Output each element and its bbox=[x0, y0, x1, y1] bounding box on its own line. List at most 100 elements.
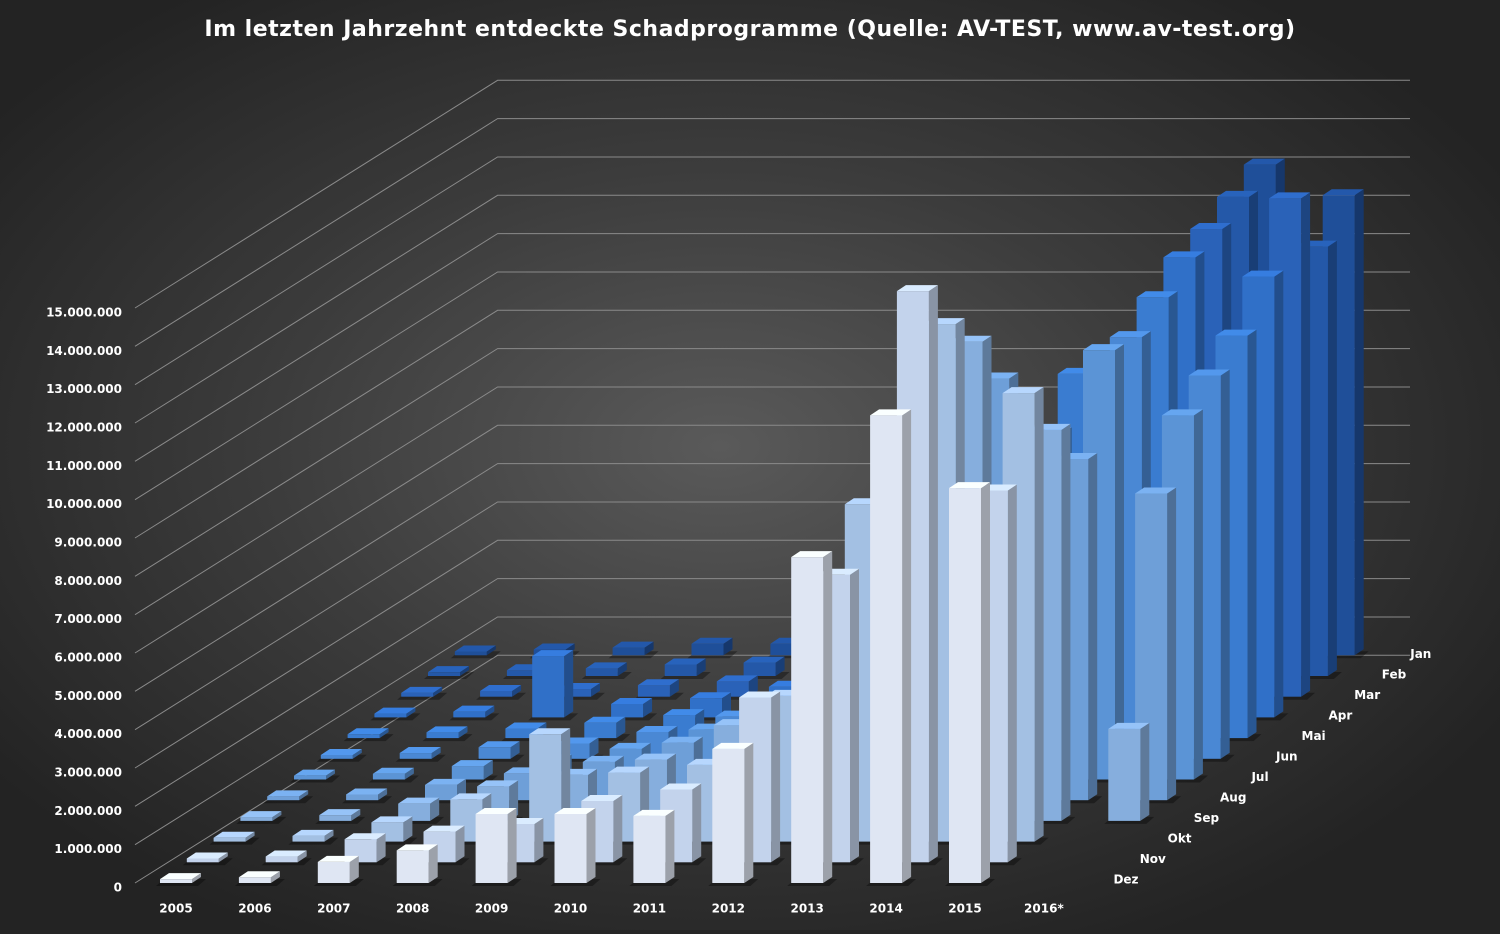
x-tick-label: 2014 bbox=[869, 902, 902, 916]
bar-side bbox=[192, 873, 201, 883]
y-tick-label: 11.000.000 bbox=[46, 459, 122, 473]
bar-top bbox=[533, 643, 575, 650]
bar-side bbox=[771, 691, 781, 863]
bar-top bbox=[637, 679, 679, 686]
bar-top bbox=[240, 811, 282, 818]
bar-side bbox=[460, 666, 469, 676]
y-tick-label: 9.000.000 bbox=[54, 536, 122, 550]
y-tick-label: 5.000.000 bbox=[54, 689, 122, 703]
bar-top bbox=[608, 766, 650, 773]
bar bbox=[372, 773, 405, 780]
y-tick-label: 15.000.000 bbox=[46, 306, 122, 320]
bar-side bbox=[564, 650, 574, 718]
bar-side bbox=[1167, 487, 1177, 801]
bar-top bbox=[691, 637, 733, 644]
bar-side bbox=[326, 769, 335, 780]
bar-top bbox=[454, 645, 496, 652]
bar bbox=[320, 754, 353, 759]
bar bbox=[478, 747, 511, 759]
bar-side bbox=[1115, 344, 1124, 780]
bar bbox=[317, 861, 350, 883]
bar-top bbox=[453, 705, 495, 712]
bar-top bbox=[716, 675, 758, 682]
bar-top bbox=[612, 641, 654, 648]
bar-side bbox=[981, 482, 990, 883]
bar-top bbox=[634, 753, 676, 760]
bar-side bbox=[433, 686, 443, 697]
bar bbox=[213, 837, 246, 842]
bar bbox=[554, 814, 587, 883]
bar bbox=[454, 651, 487, 656]
bar-side bbox=[1220, 369, 1230, 759]
series-label: Jun bbox=[1275, 750, 1298, 764]
bar bbox=[292, 835, 325, 842]
bar-side bbox=[696, 658, 706, 676]
bar bbox=[949, 488, 981, 883]
bar bbox=[238, 877, 271, 883]
bar-top bbox=[636, 725, 678, 732]
bar-top bbox=[611, 697, 653, 704]
bar-top bbox=[661, 736, 703, 743]
bar-side bbox=[775, 656, 785, 676]
bar bbox=[399, 753, 432, 759]
bar-side bbox=[902, 409, 912, 883]
bar bbox=[186, 858, 219, 863]
bar-top bbox=[532, 650, 574, 657]
bar bbox=[585, 668, 618, 676]
bar-side bbox=[352, 748, 362, 759]
y-tick-label: 2.000.000 bbox=[54, 804, 122, 818]
bar bbox=[584, 722, 617, 739]
grid-line bbox=[134, 233, 1410, 462]
series-label: Mar bbox=[1354, 688, 1380, 702]
bar-top bbox=[423, 825, 465, 832]
bar-top bbox=[1269, 192, 1311, 199]
bar-top bbox=[213, 831, 255, 838]
y-tick-label: 7.000.000 bbox=[54, 612, 122, 626]
bar-top bbox=[690, 692, 731, 699]
bar-side bbox=[431, 747, 441, 759]
x-tick-label: 2015 bbox=[948, 902, 981, 916]
bar-side bbox=[379, 728, 389, 739]
bar-top bbox=[1108, 722, 1150, 729]
bar-top bbox=[371, 816, 413, 823]
x-tick-label: 2016* bbox=[1024, 902, 1064, 916]
bar bbox=[637, 685, 670, 697]
series-label: Jul bbox=[1250, 770, 1268, 784]
x-tick-label: 2005 bbox=[159, 902, 192, 916]
grid-line bbox=[134, 194, 1410, 424]
bar-top bbox=[1322, 189, 1364, 196]
bar-side bbox=[1354, 189, 1364, 656]
bar-top bbox=[374, 707, 416, 714]
x-tick-label: 2011 bbox=[633, 902, 666, 916]
bar-top bbox=[401, 686, 443, 693]
bar bbox=[1108, 728, 1141, 821]
bar-side bbox=[617, 662, 627, 676]
bar-top bbox=[1217, 190, 1258, 197]
bar bbox=[480, 690, 513, 697]
bar-side bbox=[351, 809, 361, 821]
bar-top bbox=[426, 726, 468, 733]
bar-top bbox=[265, 850, 307, 857]
bar-top bbox=[1002, 387, 1044, 394]
bar-top bbox=[554, 808, 596, 814]
bar-top bbox=[428, 666, 469, 673]
bar-top bbox=[660, 783, 702, 790]
bar-side bbox=[850, 568, 859, 863]
bar-side bbox=[324, 829, 334, 842]
grid-line bbox=[134, 118, 1410, 347]
bar bbox=[319, 815, 352, 821]
bar-side bbox=[1007, 484, 1017, 863]
bar-top bbox=[791, 551, 833, 558]
y-tick-label: 1.000.000 bbox=[54, 842, 122, 856]
y-tick-label: 0 bbox=[114, 881, 122, 895]
x-tick-label: 2007 bbox=[317, 902, 350, 916]
bar-top bbox=[399, 747, 441, 754]
series-label: Nov bbox=[1140, 852, 1166, 866]
bar-top bbox=[633, 809, 675, 816]
bar bbox=[347, 734, 380, 739]
bar-side bbox=[692, 783, 702, 863]
grid-line bbox=[134, 156, 1410, 386]
bar-top bbox=[582, 755, 624, 762]
bar bbox=[770, 643, 803, 656]
bar bbox=[160, 879, 192, 883]
